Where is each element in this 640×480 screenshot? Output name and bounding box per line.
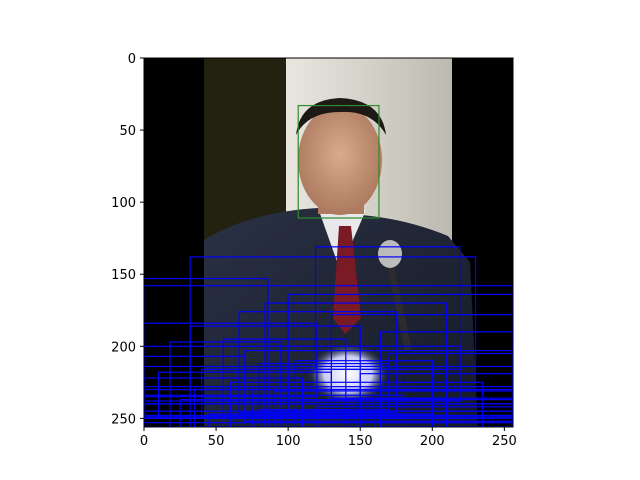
axes-frame bbox=[143, 57, 514, 428]
detection-box bbox=[144, 410, 513, 424]
x-tick-label: 50 bbox=[208, 434, 225, 449]
y-tick-label: 250 bbox=[111, 412, 136, 427]
y-tick-label: 200 bbox=[111, 340, 136, 355]
detection-box bbox=[208, 413, 433, 427]
detection-box bbox=[179, 399, 513, 427]
detection-box bbox=[238, 311, 397, 414]
detection-box bbox=[144, 365, 513, 391]
photo-mic-head bbox=[378, 240, 402, 268]
face-box-layer bbox=[297, 104, 380, 219]
detection-boxes bbox=[144, 246, 513, 427]
detection-box bbox=[273, 390, 513, 427]
axis-ticks: 0 50 100 150 200 250 0 50 100 150 200 250 bbox=[111, 52, 517, 449]
photo-mic-stand bbox=[386, 261, 412, 351]
detection-box bbox=[169, 341, 282, 427]
detection-box bbox=[157, 371, 332, 419]
x-tick-label: 150 bbox=[348, 434, 373, 449]
x-tick-label: 0 bbox=[140, 434, 148, 449]
detection-box bbox=[144, 416, 513, 427]
detection-box bbox=[294, 360, 433, 427]
detection-box bbox=[264, 302, 448, 427]
photo-face bbox=[298, 105, 382, 215]
x-tick-label: 200 bbox=[420, 434, 445, 449]
detection-box bbox=[379, 331, 513, 427]
detection-box bbox=[345, 397, 448, 427]
y-tick-label: 100 bbox=[111, 196, 136, 211]
photo-hair bbox=[296, 98, 386, 135]
detection-box bbox=[193, 388, 253, 427]
detection-box bbox=[229, 381, 484, 427]
detection-box bbox=[144, 277, 269, 427]
detection-box bbox=[144, 403, 513, 417]
face-box bbox=[297, 104, 380, 219]
photo-tie bbox=[333, 226, 361, 334]
detection-box bbox=[388, 352, 513, 405]
y-tick-label: 0 bbox=[128, 52, 136, 67]
x-tick-label: 100 bbox=[276, 434, 301, 449]
detection-box bbox=[144, 377, 304, 427]
x-tick-label: 250 bbox=[492, 434, 517, 449]
y-tick-label: 50 bbox=[119, 124, 136, 139]
y-tick-label: 150 bbox=[111, 268, 136, 283]
